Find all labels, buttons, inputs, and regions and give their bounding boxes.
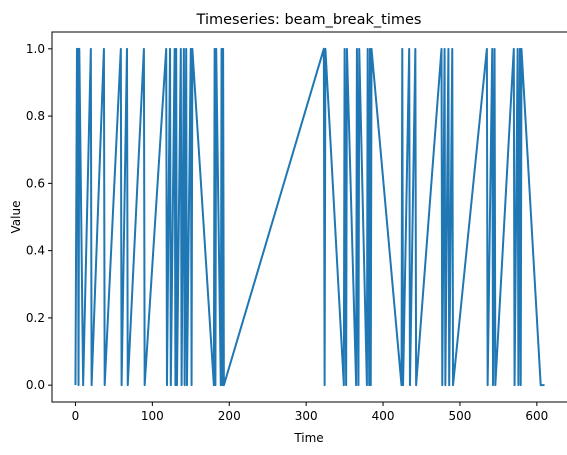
y-axis-label: Value <box>9 201 23 234</box>
x-axis-label: Time <box>293 431 323 445</box>
x-tick-label: 0 <box>72 409 80 423</box>
x-tick-label: 600 <box>525 409 548 423</box>
series-line-0 <box>74 47 545 387</box>
x-axis: 0 100 200 300 400 500 600 <box>72 402 548 423</box>
chart-title: Timeseries: beam_break_times <box>196 12 422 28</box>
y-tick-label: 0.2 <box>26 311 45 325</box>
y-axis: 0.0 0.2 0.4 0.6 0.8 1.0 <box>26 42 52 392</box>
plot-frame <box>51 31 567 403</box>
y-tick-label: 0.8 <box>26 109 45 123</box>
x-tick-label: 200 <box>218 409 241 423</box>
y-tick-label: 0.0 <box>26 378 45 392</box>
x-tick-label: 400 <box>372 409 395 423</box>
x-tick-label: 300 <box>295 409 318 423</box>
x-tick-label: 100 <box>141 409 164 423</box>
y-tick-label: 0.6 <box>26 176 45 190</box>
y-tick-label: 1.0 <box>26 42 45 56</box>
x-tick-label: 500 <box>449 409 472 423</box>
y-tick-label: 0.4 <box>26 244 45 258</box>
plot-area <box>74 47 545 387</box>
